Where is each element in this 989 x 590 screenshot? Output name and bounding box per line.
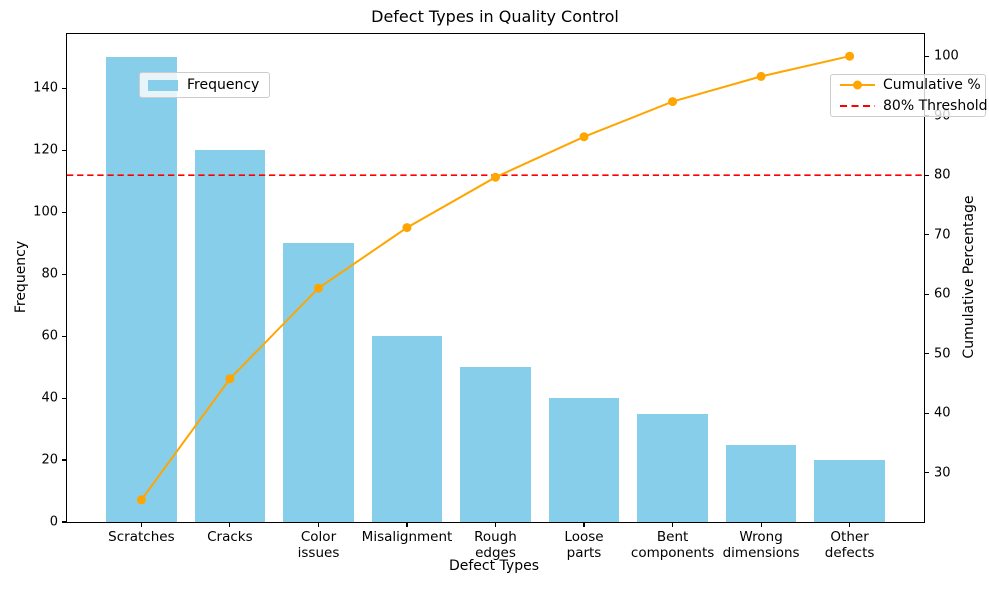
y-tick-mark-right [925,353,930,355]
y-tick-mark-left [61,149,66,151]
y-axis-label-left: Frequency [13,240,29,314]
y-tick-mark-left [61,335,66,337]
y-tick-mark-right [925,293,930,295]
bar [106,57,177,522]
y-tick-mark-left [61,211,66,213]
cumulative-point [491,172,500,182]
x-tick-mark [317,523,320,528]
bar [460,367,531,522]
frequency-swatch-icon [148,79,178,91]
cumulative-point [402,223,412,233]
x-tick-label: Bent components [630,529,715,561]
x-tick-label: Misalignment [361,529,453,545]
bar [283,243,354,522]
bar [814,460,885,522]
x-tick-label: Scratches [108,529,175,545]
chart-title: Defect Types in Quality Control [371,7,619,26]
y-tick-label-left: 40 [41,390,58,406]
x-axis-label: Defect Types [448,558,540,574]
y-tick-label-right: 60 [934,286,951,302]
y-tick-label-right: 100 [934,48,959,64]
x-tick-mark [229,523,231,528]
legend-frequency: Frequency [139,72,270,98]
y-tick-mark-left [61,87,66,89]
y-tick-label-left: 140 [33,80,58,96]
bar [371,336,443,522]
cumulative-point [668,97,678,107]
bar [548,398,620,522]
bar [194,150,266,522]
x-tick-label: Rough edges [474,529,517,561]
plot-area: 02040608010012014030405060708090100Scrat… [33,33,988,560]
y-tick-mark-right [925,472,930,474]
y-tick-mark-left [61,521,66,523]
x-tick-mark [583,523,585,528]
y-tick-label-right: 70 [934,227,951,243]
x-tick-mark [140,523,142,528]
y-tick-label-left: 0 [49,514,58,530]
y-tick-mark-right [925,234,930,236]
y-tick-label-left: 20 [41,452,58,468]
legend-cumulative: Cumulative % 80% Threshold [830,74,988,117]
x-tick-label: Cracks [207,529,253,545]
y-tick-label-right: 40 [934,405,951,421]
x-tick-mark [406,523,408,528]
y-tick-label-left: 100 [33,204,58,220]
x-tick-label: Other defects [824,529,875,561]
y-tick-label-left: 120 [33,142,58,158]
x-tick-label: Color issues [297,529,340,561]
y-tick-label-left: 60 [41,328,58,344]
bar [637,413,708,522]
bar [725,444,797,522]
cumulative-point [756,71,766,81]
legend-row-cumulative: Cumulative % [839,75,981,95]
y-tick-label-right: 80 [934,167,951,183]
x-tick-mark [672,523,674,528]
line-marker-icon [840,80,875,90]
y-tick-label-right: 30 [934,465,951,481]
x-tick-label: Loose parts [564,529,604,561]
y-tick-mark-left [61,459,66,461]
y-tick-mark-right [925,174,930,176]
legend-row-threshold: 80% Threshold [839,96,988,116]
y-tick-mark-left [61,397,66,399]
x-tick-mark [494,523,497,528]
x-tick-label: Wrong dimensions [722,529,800,561]
legend-threshold-label: 80% Threshold [883,98,988,114]
legend-frequency-label: Frequency [187,77,260,93]
y-tick-label-left: 80 [41,266,58,282]
y-axis-label-right: Cumulative Percentage [961,195,977,359]
x-tick-mark [760,523,762,528]
legend-cumulative-label: Cumulative % [883,77,981,93]
y-tick-mark-right [925,412,930,414]
y-tick-label-right: 50 [934,346,951,362]
dashed-line-icon [840,105,875,107]
cumulative-point [845,51,855,61]
x-tick-mark [849,523,851,528]
y-tick-mark-right [925,55,930,57]
cumulative-point [579,132,589,142]
y-tick-mark-left [61,273,66,275]
